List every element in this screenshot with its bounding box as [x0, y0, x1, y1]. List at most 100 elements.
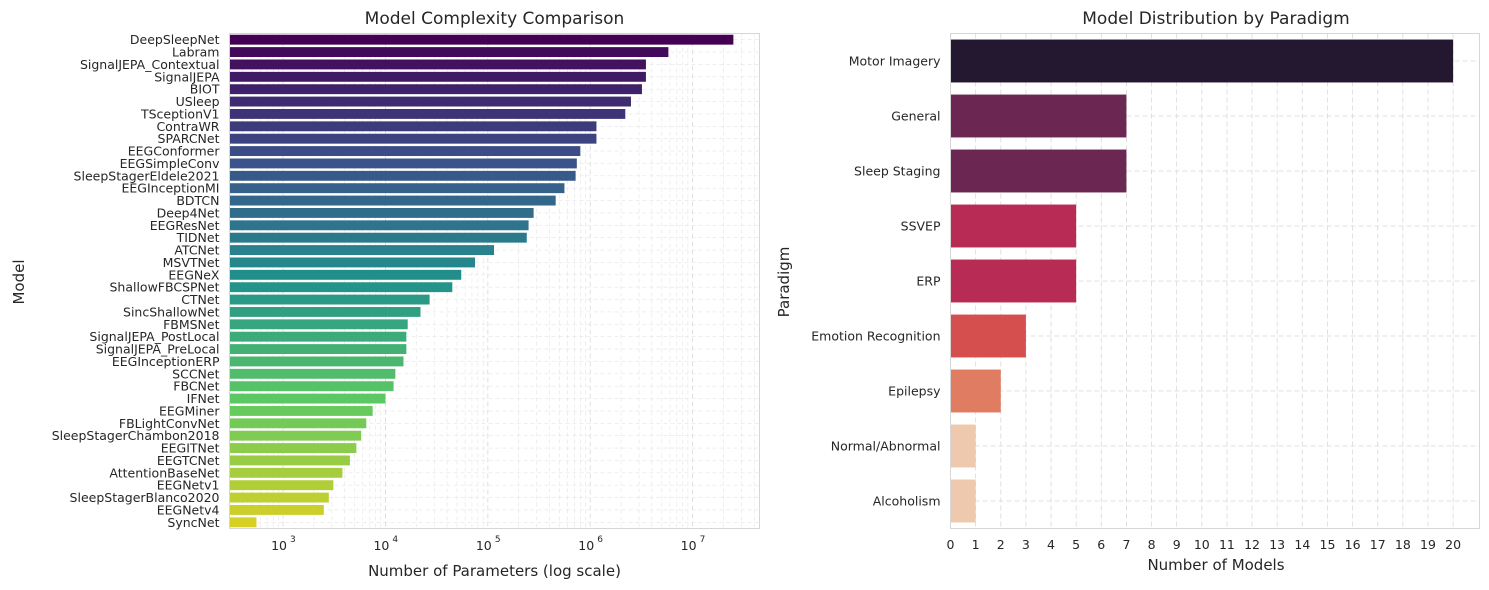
- bar-signaljepa-contextual: [229, 59, 646, 70]
- y-tick-label: EEGResNet: [150, 218, 220, 233]
- bar-fblightconvnet: [229, 418, 367, 429]
- left-chart-title: Model Complexity Comparison: [365, 9, 625, 29]
- x-tick-label: 7: [1122, 537, 1130, 552]
- bar-signaljepa-postlocal: [229, 331, 407, 342]
- right-chart-ylabel: Paradigm: [775, 247, 793, 318]
- y-tick-label: FBCNet: [173, 379, 219, 394]
- x-tick-label: 10: [476, 538, 492, 553]
- y-tick-label: Sleep Staging: [854, 164, 940, 179]
- left-chart-ylabel: Model: [10, 259, 28, 304]
- bar-tidnet: [229, 232, 527, 243]
- bar-motor-imagery: [950, 39, 1454, 83]
- y-tick-label: EEGNeX: [168, 267, 220, 282]
- x-tick-label: 8: [1148, 537, 1156, 552]
- bar-sleep-staging: [950, 149, 1127, 193]
- bar-signaljepa: [229, 71, 646, 82]
- bar-sleepstagereldele2021: [229, 170, 576, 181]
- x-tick-label: 6: [1097, 537, 1105, 552]
- bar-emotion-recognition: [950, 314, 1026, 358]
- bar-sleepstagerchambon2018: [229, 430, 362, 441]
- x-tick-label: 3: [1022, 537, 1030, 552]
- bar-alcoholism: [950, 479, 976, 523]
- y-tick-label: SCCNet: [172, 366, 219, 381]
- bar-ctnet: [229, 294, 430, 305]
- y-tick-label: ATCNet: [174, 243, 219, 258]
- y-tick-label: SyncNet: [167, 515, 219, 530]
- bar-eegconformer: [229, 146, 581, 157]
- y-tick-label: EEGInceptionMI: [121, 181, 219, 196]
- bar-fbcnet: [229, 381, 394, 392]
- x-tick-label: 0: [947, 537, 955, 552]
- y-tick-label: SPARCNet: [158, 131, 220, 146]
- x-tick-label: 17: [1370, 537, 1386, 552]
- bar-deep4net: [229, 207, 534, 218]
- y-tick-label: BIOT: [190, 82, 220, 97]
- y-tick-label: SleepStagerChambon2018: [52, 428, 220, 443]
- right-plot-frame: [950, 33, 1480, 529]
- y-tick-label: TSceptionV1: [140, 106, 220, 121]
- y-tick-label: SignalJEPA: [154, 69, 220, 84]
- x-tick-label: 16: [1345, 537, 1361, 552]
- y-tick-label: DeepSleepNet: [130, 32, 220, 47]
- bar-contrawr: [229, 121, 597, 132]
- bar-eegitnet: [229, 443, 357, 454]
- bar-ssvep: [950, 204, 1077, 248]
- bar-atcnet: [229, 245, 495, 256]
- right-chart-xlabel: Number of Models: [1147, 556, 1284, 574]
- x-tick-label: 9: [1173, 537, 1181, 552]
- bar-eegnetv4: [229, 504, 324, 515]
- bar-deepsleepnet: [229, 34, 734, 45]
- bar-eegsimpleconv: [229, 158, 577, 169]
- x-tick-label: 4: [1047, 537, 1055, 552]
- x-tick-label: 10: [1194, 537, 1210, 552]
- y-tick-label: Epilepsy: [888, 384, 941, 399]
- y-tick-label: Alcoholism: [873, 494, 941, 509]
- bar-eeginceptionmi: [229, 183, 565, 194]
- x-tick-label: 10: [681, 538, 697, 553]
- y-tick-label: EEGInceptionERP: [112, 354, 220, 369]
- bar-ifnet: [229, 393, 386, 404]
- y-tick-label: TIDNet: [176, 230, 220, 245]
- bar-tsceptionv1: [229, 108, 626, 119]
- y-tick-label: General: [891, 109, 940, 124]
- bar-erp: [950, 259, 1077, 303]
- right-plot-area: Motor Imagery General Sleep Staging SSVEP ER…: [811, 33, 1480, 552]
- y-tick-label: SleepStagerBlanco2020: [70, 490, 220, 505]
- bar-sccnet: [229, 368, 396, 379]
- y-tick-label: EEGNetv4: [157, 502, 220, 517]
- bar-usleep: [229, 96, 631, 107]
- x-tick-label: 20: [1445, 537, 1461, 552]
- x-tick-exponent: 4: [392, 535, 398, 545]
- y-tick-label: SSVEP: [901, 219, 941, 234]
- bar-sleepstagerblanco2020: [229, 492, 329, 503]
- bar-attentionbasenet: [229, 467, 343, 478]
- x-tick-label: 13: [1269, 537, 1285, 552]
- y-tick-label: Normal/Abnormal: [831, 439, 941, 454]
- bar-eeginceptionerp: [229, 356, 404, 367]
- x-tick-label: 5: [1072, 537, 1080, 552]
- x-tick-label: 10: [373, 538, 389, 553]
- right-chart-title: Model Distribution by Paradigm: [1082, 9, 1349, 29]
- x-tick-label: 12: [1244, 537, 1260, 552]
- y-tick-label: SleepStagerEldele2021: [74, 168, 220, 183]
- bar-eegnex: [229, 269, 462, 280]
- left-plot-frame: [229, 33, 760, 529]
- y-tick-label: SignalJEPA_Contextual: [80, 57, 220, 72]
- x-tick-label: 18: [1395, 537, 1411, 552]
- y-tick-label: SincShallowNet: [123, 304, 220, 319]
- bar-biot: [229, 84, 642, 95]
- y-tick-label: SignalJEPA_PostLocal: [89, 329, 219, 344]
- y-tick-label: FBMSNet: [163, 317, 220, 332]
- y-tick-label: Emotion Recognition: [811, 329, 940, 344]
- bar-eegnetv1: [229, 480, 334, 491]
- y-tick-label: EEGConformer: [128, 144, 221, 159]
- x-tick-label: 10: [271, 538, 287, 553]
- bar-sincshallownet: [229, 306, 421, 317]
- y-tick-label: EEGMiner: [159, 403, 220, 418]
- y-tick-label: Deep4Net: [157, 205, 220, 220]
- bar-signaljepa-prelocal: [229, 344, 407, 355]
- x-tick-label: 10: [578, 538, 594, 553]
- bar-normal-abnormal: [950, 424, 976, 468]
- bar-eegtcnet: [229, 455, 350, 466]
- x-tick-label: 11: [1219, 537, 1235, 552]
